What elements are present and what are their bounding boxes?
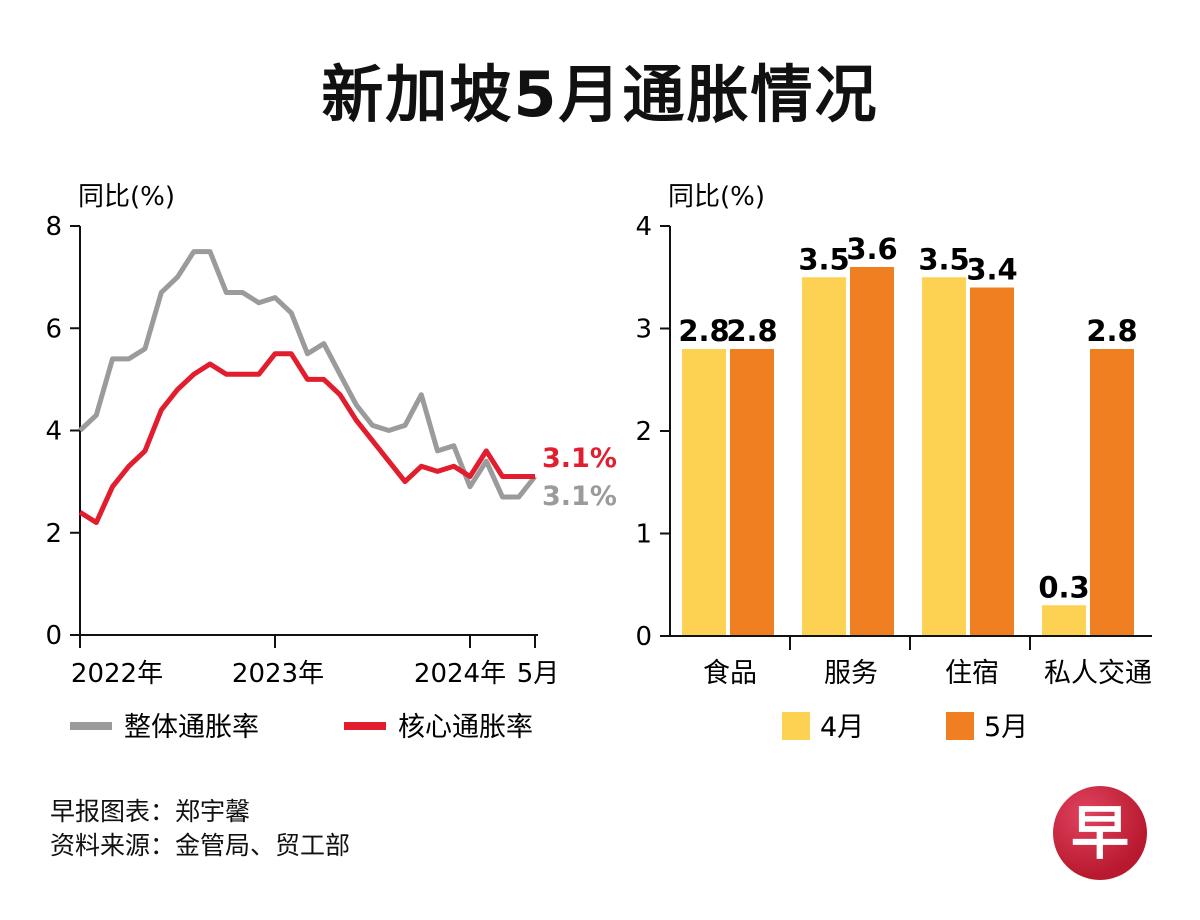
zaobao-logo: 早 [1053,786,1147,880]
legend-april-label: 4月 [820,712,864,743]
headline-inflation-line [78,249,537,500]
y-tick-label: 1 [635,520,652,550]
category-private-transport: 私人交通 [1044,658,1152,689]
category-food: 食品 [703,658,757,689]
line-chart: 同比(%) 0 2 4 6 8 2022年 2023年 2024年 5月 3.1% 3.… [45,182,616,743]
x-tick-label-2022: 2022年 [71,659,163,689]
bar-value-label: 2.8 [678,314,729,348]
bar-group: 2.82.83.53.6 3.53.40.32.8 [678,232,1138,636]
bar-value-label: 3.4 [966,253,1017,287]
legend-core-label: 核心通胀率 [398,712,533,743]
y-tick-label: 6 [45,314,62,344]
core-end-label: 3.1% [542,443,617,474]
x-tick-label-2023: 2023年 [232,659,324,689]
legend-may-swatch [946,712,974,740]
x-tick-label-may: 5月 [517,659,560,689]
y-tick-label: 8 [45,212,62,242]
y-tick-label: 3 [635,315,652,345]
legend-may-label: 5月 [984,712,1028,743]
legend-headline-label: 整体通胀率 [124,712,259,743]
headline-end-label: 3.1% [542,481,617,512]
bar-may [970,287,1014,636]
x-tick-label-2024: 2024年 [414,659,506,689]
bar-april [802,277,846,636]
bar-value-label: 2.8 [726,314,777,348]
y-tick-label: 4 [635,212,652,242]
bar-may [1090,349,1134,636]
bar-may [850,267,894,636]
line-chart-ylabel: 同比(%) [78,182,175,212]
footer-source: 资料来源：金管局、贸工部 [50,831,351,860]
y-tick-label: 0 [635,622,652,652]
category-services: 服务 [824,658,878,689]
legend-april-swatch [782,712,810,740]
bar-chart-ylabel: 同比(%) [668,182,765,212]
bar-value-label: 2.8 [1086,314,1137,348]
bar-april [1042,605,1086,636]
y-tick-label: 2 [45,519,62,549]
chart-title: 新加坡5月通胀情况 [321,58,879,131]
y-tick-label: 2 [635,417,652,447]
bar-value-label: 3.6 [846,232,897,266]
bar-value-label: 3.5 [918,242,969,276]
footer-credit: 早报图表：郑宇馨 [50,797,251,826]
line-chart-y-ticks: 0 2 4 6 8 [45,212,80,651]
core-inflation-line [78,351,535,525]
bar-may [730,349,774,636]
y-tick-label: 0 [45,621,62,651]
bar-value-label: 3.5 [798,242,849,276]
category-accommodation: 住宿 [945,658,999,689]
bar-value-label: 0.3 [1038,570,1089,604]
y-tick-label: 4 [45,417,62,447]
bar-april [682,349,726,636]
bar-april [922,277,966,636]
bar-chart-y-ticks: 0 1 2 3 4 [635,212,670,652]
